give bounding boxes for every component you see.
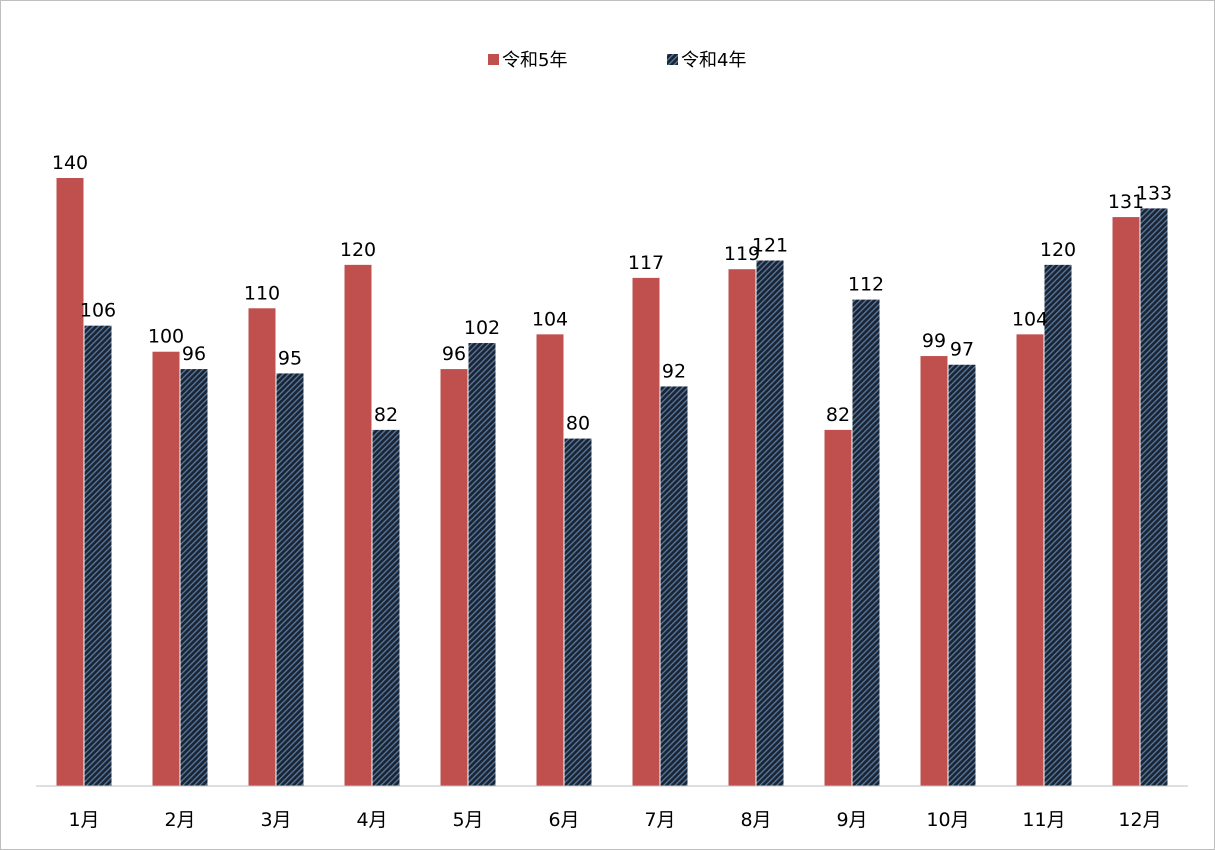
bar-reiwa4-11 — [1044, 264, 1072, 786]
bar-reiwa4-9 — [852, 299, 880, 786]
data-label-reiwa4-6: 80 — [566, 413, 590, 435]
x-tick-label-4: 4月 — [356, 809, 387, 831]
bar-reiwa4-10 — [948, 364, 976, 786]
bar-reiwa5-12 — [1112, 217, 1140, 787]
data-label-reiwa4-9: 112 — [848, 274, 884, 296]
data-label-reiwa4-3: 95 — [278, 347, 302, 369]
x-tick-label-3: 3月 — [260, 809, 291, 831]
data-label-reiwa4-4: 82 — [374, 404, 398, 426]
x-tick-label-1: 1月 — [68, 809, 99, 831]
x-tick-label-7: 7月 — [644, 809, 675, 831]
bar-reiwa5-7 — [632, 277, 660, 786]
data-label-reiwa5-10: 99 — [922, 330, 946, 352]
legend-item-reiwa4: 令和4年 — [667, 46, 746, 72]
bar-reiwa4-7 — [660, 386, 688, 786]
legend-label-reiwa5: 令和5年 — [502, 50, 568, 71]
data-label-reiwa4-11: 120 — [1040, 239, 1076, 261]
bar-reiwa5-5 — [440, 369, 468, 786]
x-tick-label-12: 12月 — [1118, 809, 1161, 831]
data-label-reiwa5-3: 110 — [244, 282, 280, 304]
data-label-reiwa4-12: 133 — [1136, 182, 1172, 204]
bar-reiwa5-1 — [56, 178, 84, 786]
data-label-reiwa5-6: 104 — [532, 308, 568, 330]
bar-reiwa5-3 — [248, 308, 276, 786]
data-label-reiwa5-1: 140 — [52, 152, 88, 174]
bar-reiwa4-3 — [276, 373, 304, 786]
data-label-reiwa5-12: 131 — [1108, 191, 1144, 213]
bar-reiwa4-6 — [564, 438, 592, 786]
x-tick-label-5: 5月 — [452, 809, 483, 831]
bar-reiwa4-4 — [372, 429, 400, 786]
data-label-reiwa4-5: 102 — [464, 317, 500, 339]
x-tick-label-2: 2月 — [164, 809, 195, 831]
x-tick-label-11: 11月 — [1022, 809, 1065, 831]
x-tick-labels-group: 1月 2月 3月 4月 5月 6月 7月 8月 9月 10月 11月 12月 — [68, 809, 1161, 831]
x-tick-label-9: 9月 — [836, 809, 867, 831]
bar-reiwa5-10 — [920, 356, 948, 786]
bar-reiwa4-5 — [468, 343, 496, 786]
data-label-reiwa4-1: 106 — [80, 300, 116, 322]
x-tick-label-10: 10月 — [926, 809, 969, 831]
data-label-reiwa4-8: 121 — [752, 235, 788, 257]
x-tick-label-8: 8月 — [740, 809, 771, 831]
legend-swatch-reiwa4 — [667, 53, 678, 65]
data-label-reiwa5-11: 104 — [1012, 308, 1048, 330]
bar-reiwa5-4 — [344, 264, 372, 786]
bar-reiwa5-8 — [728, 269, 756, 786]
data-label-reiwa5-8: 119 — [724, 243, 760, 265]
data-label-reiwa4-7: 92 — [662, 360, 686, 382]
data-label-reiwa5-4: 120 — [340, 239, 376, 261]
bar-reiwa5-6 — [536, 334, 564, 786]
data-label-reiwa5-5: 96 — [442, 343, 466, 365]
data-label-reiwa4-10: 97 — [950, 339, 974, 361]
legend: 令和5年 令和4年 — [0, 46, 1215, 72]
data-label-reiwa5-2: 100 — [148, 326, 184, 348]
bar-reiwa4-8 — [756, 260, 784, 786]
bar-reiwa4-12 — [1140, 208, 1168, 786]
bar-reiwa5-11 — [1016, 334, 1044, 786]
data-label-reiwa5-9: 82 — [826, 404, 850, 426]
bar-reiwa4-1 — [84, 325, 112, 786]
bars-group — [56, 178, 1168, 787]
legend-swatch-reiwa5 — [488, 53, 499, 65]
bar-reiwa4-2 — [180, 369, 208, 786]
data-label-reiwa5-7: 117 — [628, 252, 664, 274]
bar-reiwa5-9 — [824, 429, 852, 786]
legend-item-reiwa5: 令和5年 — [488, 46, 567, 72]
legend-label-reiwa4: 令和4年 — [681, 50, 747, 71]
bar-reiwa5-2 — [152, 351, 180, 786]
x-tick-label-6: 6月 — [548, 809, 579, 831]
data-label-reiwa4-2: 96 — [182, 343, 206, 365]
